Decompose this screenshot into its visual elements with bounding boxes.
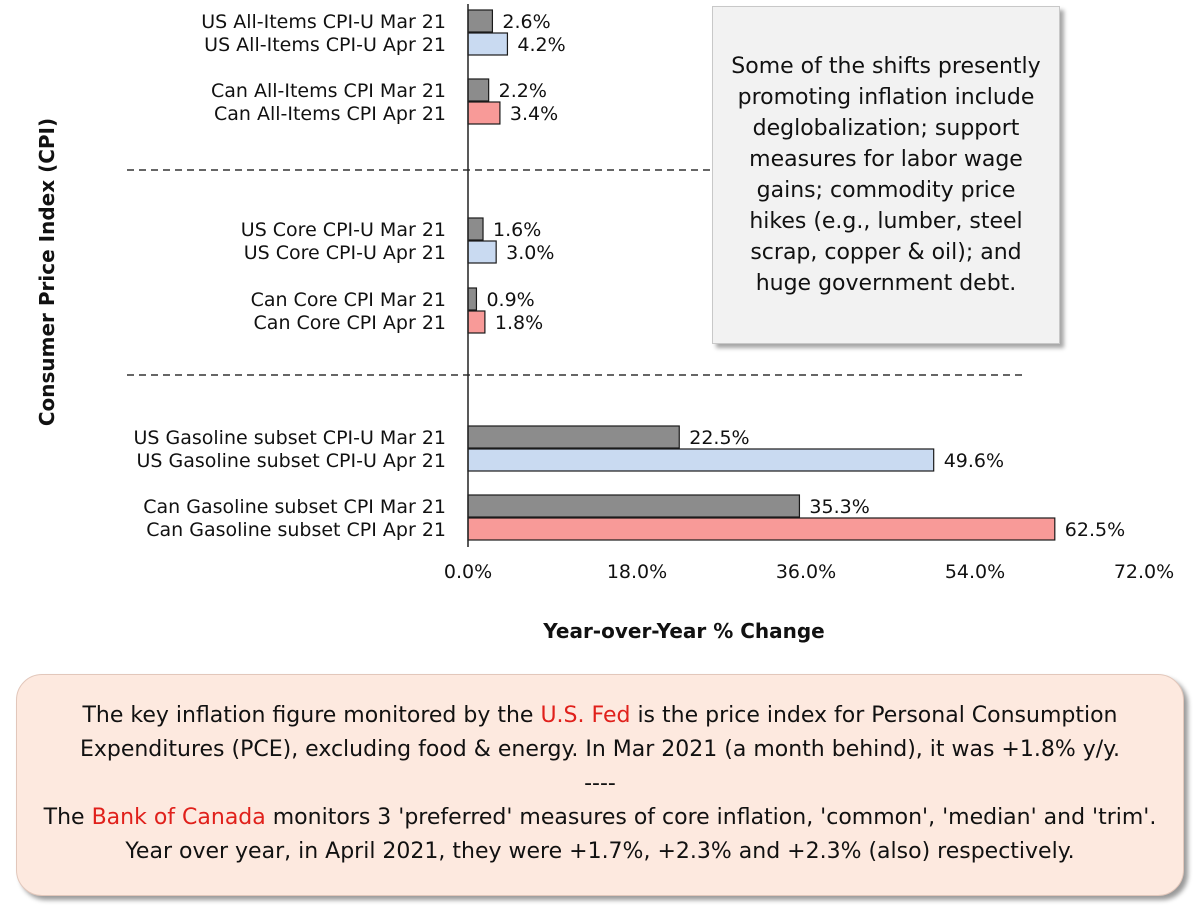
bar [467, 101, 501, 125]
bar [467, 517, 1056, 541]
category-label: Can Core CPI Mar 21 [251, 289, 446, 311]
category-label: US All-Items CPI-U Mar 21 [201, 11, 446, 33]
bar [467, 494, 801, 518]
data-label: 4.2% [517, 34, 565, 56]
data-label: 22.5% [689, 427, 749, 449]
data-label: 35.3% [809, 496, 869, 518]
bar [467, 9, 494, 33]
annotation-text: Some of the shifts presently promoting i… [731, 54, 1041, 296]
note-boc-text-after: monitors 3 'preferred' measures of core … [125, 805, 1157, 864]
bar [467, 240, 497, 264]
x-tick-label: 54.0% [945, 561, 1005, 583]
category-label: Can All-Items CPI Apr 21 [214, 103, 446, 125]
category-label: US Core CPI-U Mar 21 [241, 219, 446, 241]
category-label: Can Gasoline subset CPI Mar 21 [143, 496, 446, 518]
category-label: US Core CPI-U Apr 21 [244, 242, 446, 264]
y-axis-title: Consumer Price Index (CPI) [35, 118, 59, 426]
bar [467, 217, 484, 241]
data-label: 2.2% [499, 80, 547, 102]
x-tick-label: 36.0% [776, 561, 836, 583]
category-label: Can Core CPI Apr 21 [254, 312, 446, 334]
category-label: US Gasoline subset CPI-U Apr 21 [136, 450, 446, 472]
data-label: 3.0% [506, 242, 554, 264]
us-fed-highlight: U.S. Fed [540, 703, 631, 728]
bar [467, 310, 486, 334]
category-label: Can Gasoline subset CPI Apr 21 [146, 519, 446, 541]
x-tick-label: 72.0% [1114, 561, 1174, 583]
category-label: Can All-Items CPI Mar 21 [211, 80, 446, 102]
x-axis-title: Year-over-Year % Change [542, 619, 825, 643]
note-fed-text-after: is the price index for Personal Consumpt… [79, 703, 1121, 762]
bar [467, 287, 478, 311]
bar [467, 78, 490, 102]
data-label: 49.6% [944, 450, 1004, 472]
data-label: 2.6% [502, 11, 550, 33]
data-label: 62.5% [1065, 519, 1125, 541]
note-boc-paragraph: The Bank of Canada monitors 3 'preferred… [39, 801, 1161, 869]
bar [467, 32, 509, 56]
note-separator: ---- [584, 771, 616, 796]
x-tick-label: 0.0% [444, 561, 492, 583]
bank-of-canada-highlight: Bank of Canada [91, 805, 266, 830]
note-panel: The key inflation figure monitored by th… [16, 674, 1184, 896]
category-label: US All-Items CPI-U Apr 21 [204, 34, 446, 56]
bar [467, 448, 935, 472]
note-fed-paragraph: The key inflation figure monitored by th… [39, 699, 1161, 767]
x-tick-label: 18.0% [607, 561, 667, 583]
note-boc-text-before: The [43, 805, 92, 830]
category-label: US Gasoline subset CPI-U Mar 21 [134, 427, 447, 449]
bar [467, 425, 680, 449]
annotation-callout: Some of the shifts presently promoting i… [712, 6, 1060, 344]
note-fed-text-before: The key inflation figure monitored by th… [82, 703, 541, 728]
cpi-bar-chart: 2.6% US All-Items CPI-U Mar 21 4.2% US All-… [35, 4, 1174, 643]
data-label: 1.8% [495, 312, 543, 334]
data-label: 3.4% [510, 103, 558, 125]
data-label: 0.9% [486, 289, 534, 311]
data-label: 1.6% [493, 219, 541, 241]
